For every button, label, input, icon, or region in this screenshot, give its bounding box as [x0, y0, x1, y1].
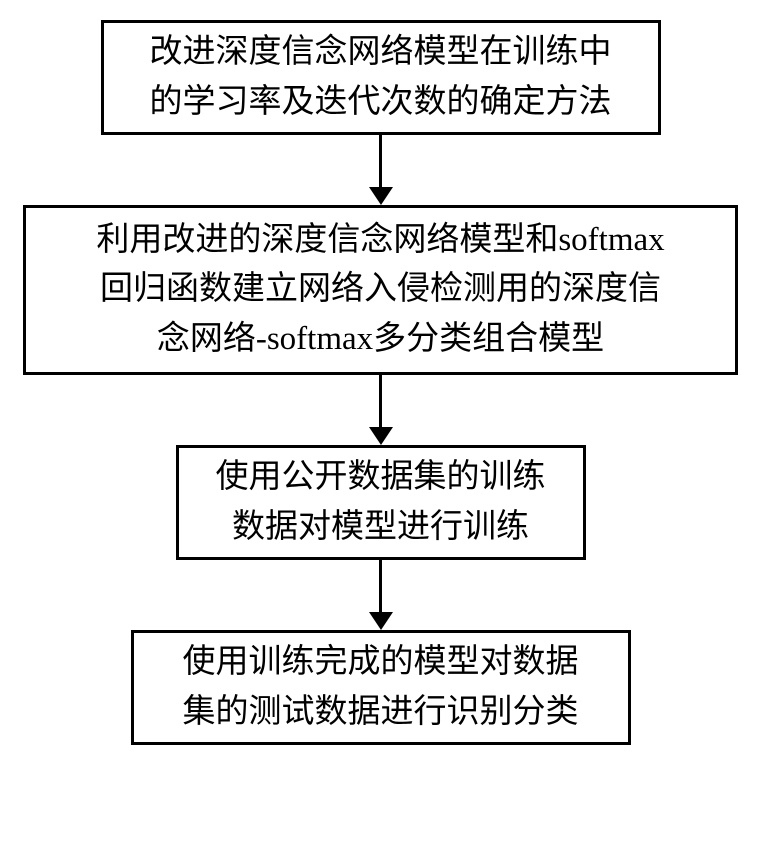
- arrow-head-icon: [369, 612, 393, 630]
- flowchart-arrow-1: [369, 135, 393, 205]
- arrow-line: [379, 375, 382, 427]
- flowchart-arrow-3: [369, 560, 393, 630]
- flowchart-node-1-text: 改进深度信念网络模型在训练中 的学习率及迭代次数的确定方法: [150, 28, 612, 127]
- flowchart-container: 改进深度信念网络模型在训练中 的学习率及迭代次数的确定方法 利用改进的深度信念网…: [0, 0, 761, 745]
- arrow-head-icon: [369, 187, 393, 205]
- flowchart-node-4: 使用训练完成的模型对数据 集的测试数据进行识别分类: [131, 630, 631, 745]
- flowchart-node-4-text: 使用训练完成的模型对数据 集的测试数据进行识别分类: [183, 638, 579, 737]
- flowchart-node-3-text: 使用公开数据集的训练 数据对模型进行训练: [216, 453, 546, 552]
- flowchart-node-2-text: 利用改进的深度信念网络模型和softmax 回归函数建立网络入侵检测用的深度信 …: [96, 216, 664, 365]
- flowchart-node-3: 使用公开数据集的训练 数据对模型进行训练: [176, 445, 586, 560]
- arrow-line: [379, 135, 382, 187]
- flowchart-node-2: 利用改进的深度信念网络模型和softmax 回归函数建立网络入侵检测用的深度信 …: [23, 205, 738, 375]
- arrow-head-icon: [369, 427, 393, 445]
- arrow-line: [379, 560, 382, 612]
- flowchart-arrow-2: [369, 375, 393, 445]
- flowchart-node-1: 改进深度信念网络模型在训练中 的学习率及迭代次数的确定方法: [101, 20, 661, 135]
